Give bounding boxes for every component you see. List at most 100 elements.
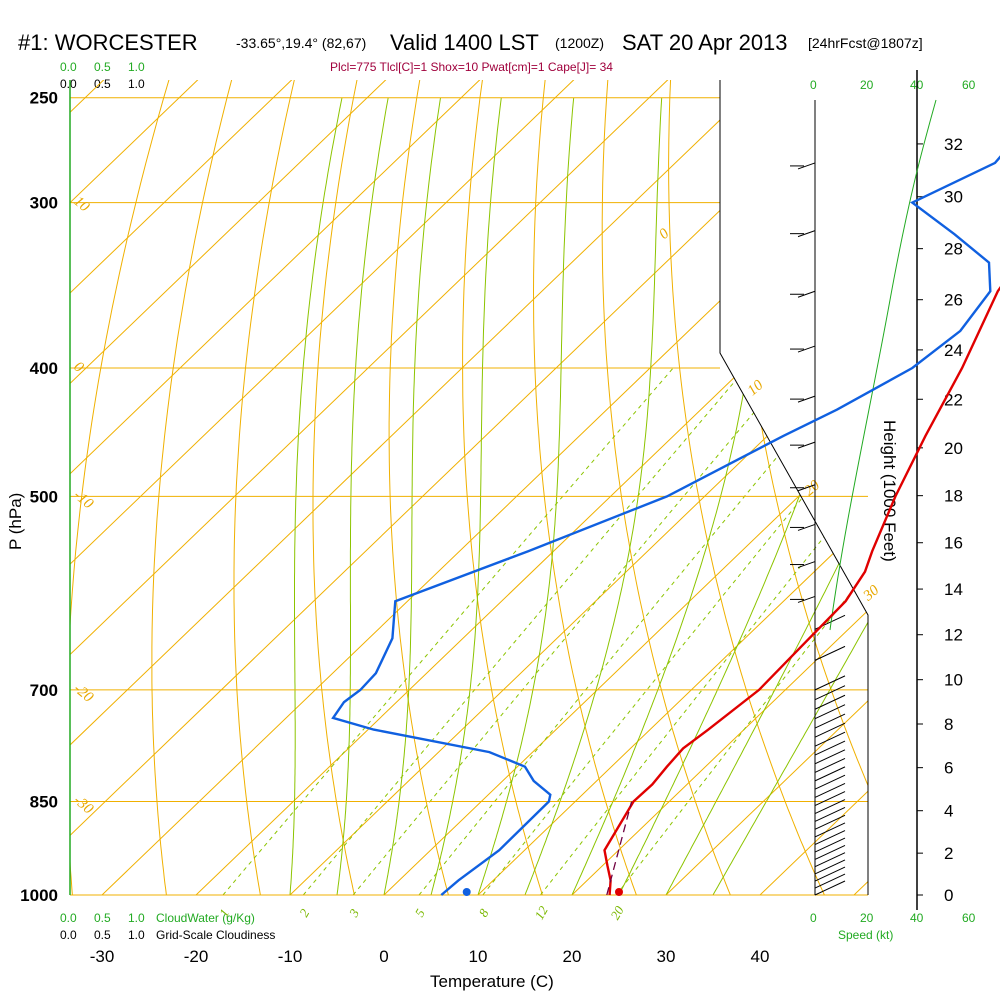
wind-barb — [814, 844, 846, 860]
height-tick-label: 26 — [944, 291, 963, 310]
cloudiness-label: Grid-Scale Cloudiness — [156, 928, 275, 942]
isotherm-line — [260, 80, 868, 895]
dry-adiabat — [668, 80, 838, 895]
wind-barb — [814, 740, 846, 756]
isotherm-line — [70, 80, 501, 895]
mixing-ratio-label: 8 — [475, 906, 491, 920]
height-tick-label: 14 — [944, 580, 963, 599]
isotherm-line — [448, 80, 868, 895]
valid-time: Valid 1400 LST — [390, 30, 539, 55]
isotherm-label: 30 — [860, 582, 883, 605]
wind-barb — [814, 814, 846, 830]
wind-barb — [797, 162, 816, 170]
surface-temperature-marker — [615, 888, 623, 896]
x-axis-label: Temperature (C) — [430, 972, 554, 991]
y-ticks: 250 300 400 500 700 850 1000 — [20, 89, 58, 905]
height-tick-label: 28 — [944, 240, 963, 259]
x-tick-label: -10 — [278, 947, 303, 966]
height-tick-label: 6 — [944, 759, 953, 778]
dry-adiabat — [70, 80, 172, 895]
cloudwater-tick: 1.0 — [128, 60, 145, 74]
height-tick-label: 32 — [944, 135, 963, 154]
y-tick-label: 250 — [30, 89, 58, 108]
plot-boundary — [719, 80, 869, 895]
forecast-info: [24hrFcst@1807z] — [808, 35, 923, 51]
wind-barb — [797, 484, 816, 492]
cloudiness-tick: 0.0 — [60, 77, 77, 91]
wind-barb — [814, 704, 846, 720]
dry-adiabat — [388, 80, 457, 895]
moist-adiabat — [289, 97, 343, 895]
wind-barb — [797, 441, 816, 449]
mixing-ratio-line — [222, 367, 674, 895]
height-tick-label: 20 — [944, 439, 963, 458]
valid-zulu: (1200Z) — [555, 35, 604, 51]
wind-barb — [814, 791, 846, 807]
valid-date: SAT 20 Apr 2013 — [622, 30, 788, 55]
x-tick-label: 30 — [657, 947, 676, 966]
isotherm-line — [70, 80, 219, 895]
isotherm-line — [636, 80, 868, 895]
isotherm-label: 10 — [70, 193, 92, 215]
station-coords: -33.65°,19.4° (82,67) — [236, 35, 366, 51]
cloudwater-tick: 0.5 — [94, 60, 111, 74]
wind-barb — [814, 675, 846, 691]
wind-barb — [814, 774, 846, 790]
wind-barb — [797, 395, 816, 403]
speed-tick: 20 — [860, 911, 874, 925]
height-tick-label: 24 — [944, 341, 963, 360]
wind-barb — [814, 822, 846, 838]
x-tick-label: -20 — [184, 947, 209, 966]
mixing-ratio-label: 3 — [345, 906, 362, 920]
moist-adiabat — [524, 97, 663, 895]
wind-barbs — [790, 162, 846, 896]
isotherm-line — [70, 80, 868, 895]
wind-barb — [797, 230, 816, 238]
y-tick-label: 700 — [30, 681, 58, 700]
sounding-indices: Plcl=775 Tlcl[C]=1 Shox=10 Pwat[cm]=1 Ca… — [330, 60, 613, 74]
mixing-ratio-label: 20 — [607, 903, 627, 922]
x-tick-label: -30 — [90, 947, 115, 966]
wind-barb — [814, 757, 846, 773]
wind-barb — [797, 290, 816, 298]
y-tick-label: 1000 — [20, 886, 58, 905]
height-tick-label: 30 — [944, 188, 963, 207]
cloudiness-tick: 0.5 — [94, 928, 111, 942]
dry-adiabat — [857, 80, 868, 895]
wind-barb — [797, 561, 816, 569]
height-tick-label: 10 — [944, 671, 963, 690]
height-tick-label: 18 — [944, 487, 963, 506]
height-tick-label: 22 — [944, 390, 963, 409]
moist-adiabat — [336, 97, 389, 895]
isotherm-label: 10 — [745, 377, 767, 399]
cloudwater-label: CloudWater (g/Kg) — [156, 911, 255, 925]
speed-tick: 60 — [962, 911, 976, 925]
height-tick-label: 4 — [944, 802, 953, 821]
sounding-series — [331, 155, 1000, 896]
dry-adiabat — [462, 80, 552, 895]
wind-barb — [814, 731, 846, 747]
wind-barb — [797, 523, 816, 531]
cloudiness-tick: 1.0 — [128, 77, 145, 91]
mixing-ratio-line — [616, 367, 868, 895]
isotherm-line — [70, 80, 783, 895]
wind-barb — [814, 859, 846, 875]
isotherm-line — [72, 80, 868, 895]
speed-tick: 20 — [860, 78, 874, 92]
isotherm-line — [354, 80, 868, 895]
wind-barb — [814, 837, 846, 853]
isotherm-line — [542, 80, 868, 895]
height-tick-label: 0 — [944, 886, 953, 905]
y-tick-label: 400 — [30, 359, 58, 378]
wind-barb — [814, 645, 846, 661]
mixing-ratio-label: 2 — [296, 906, 312, 920]
cloudwater-tick: 0.0 — [60, 60, 77, 74]
y-tick-label: 850 — [30, 793, 58, 812]
x-ticks: -30 -20 -10 0 10 20 30 40 — [90, 947, 770, 966]
mixing-ratio-line — [352, 367, 792, 895]
dry-adiabat — [151, 80, 234, 895]
speed-tick: 40 — [910, 911, 924, 925]
